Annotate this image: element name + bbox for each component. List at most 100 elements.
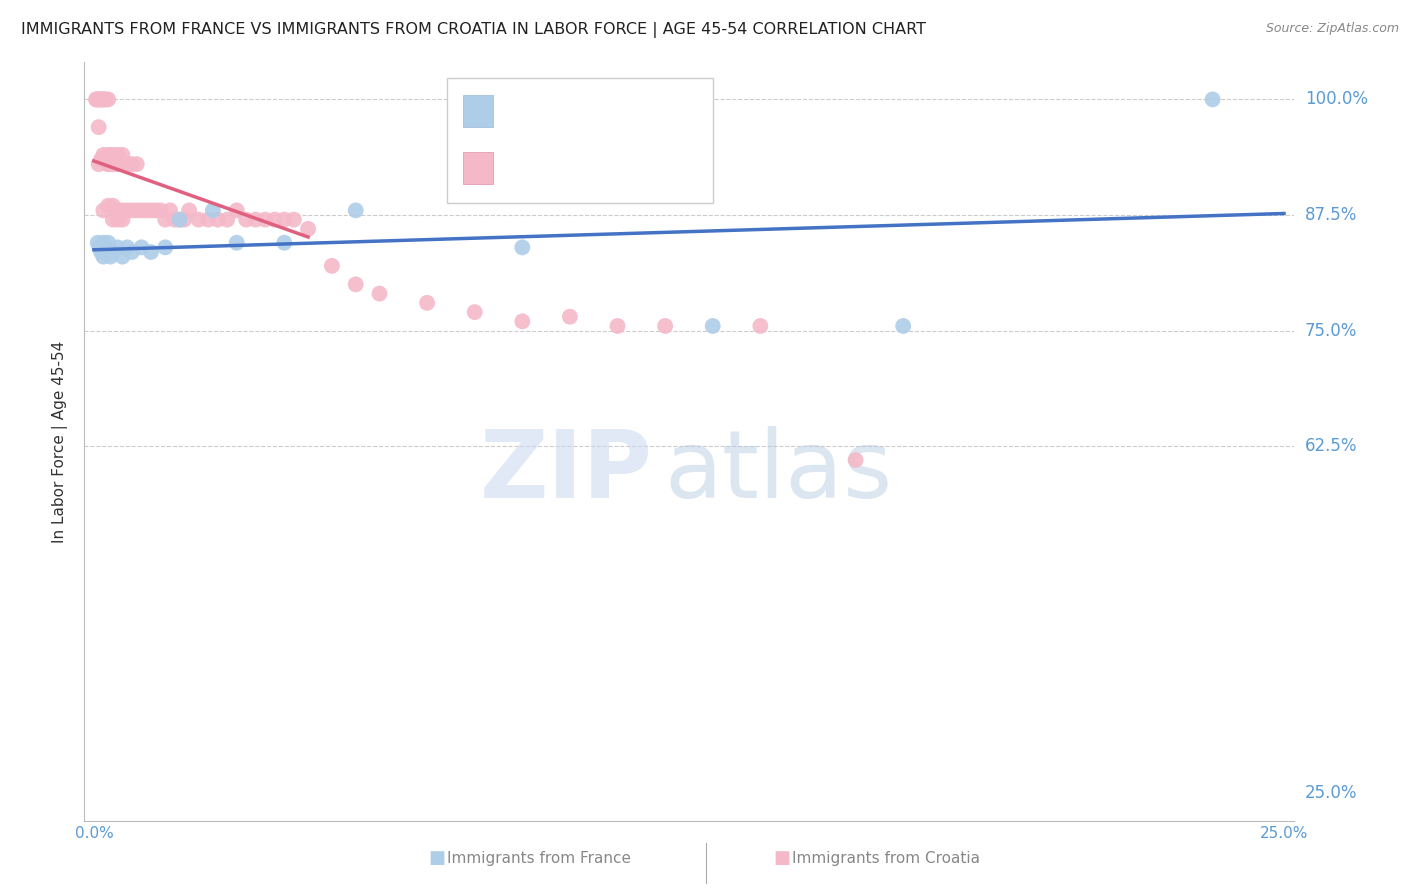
Point <box>101 157 124 171</box>
Text: R =   0.261   N = 75: R = 0.261 N = 75 <box>503 155 702 174</box>
Point <box>121 157 143 171</box>
Text: Source: ZipAtlas.com: Source: ZipAtlas.com <box>1265 22 1399 36</box>
Point <box>273 212 295 227</box>
Point <box>155 212 177 227</box>
Point <box>97 148 120 162</box>
Point <box>111 250 134 264</box>
Point <box>131 240 153 254</box>
Point <box>159 203 181 218</box>
Point <box>93 92 115 106</box>
Point <box>845 453 868 467</box>
Point <box>201 203 224 218</box>
Point <box>121 245 143 260</box>
Point <box>163 212 186 227</box>
Point <box>94 92 117 106</box>
Point <box>84 92 107 106</box>
Point <box>149 203 172 218</box>
Text: 75.0%: 75.0% <box>1305 322 1357 340</box>
Point <box>97 157 120 171</box>
Point <box>207 212 229 227</box>
Text: 62.5%: 62.5% <box>1305 437 1357 455</box>
Point <box>107 148 129 162</box>
Point <box>86 235 108 250</box>
Point <box>145 203 167 218</box>
Point <box>115 240 138 254</box>
Text: ZIP: ZIP <box>479 425 652 518</box>
Point <box>93 92 115 106</box>
FancyBboxPatch shape <box>447 78 713 202</box>
Point <box>139 245 162 260</box>
Point <box>510 240 533 254</box>
Y-axis label: In Labor Force | Age 45-54: In Labor Force | Age 45-54 <box>52 341 69 542</box>
Point <box>93 203 115 218</box>
Point <box>87 157 110 171</box>
Point <box>344 277 367 292</box>
Point <box>111 203 134 218</box>
Bar <box>463 152 494 184</box>
Point <box>90 153 112 167</box>
Point <box>173 212 195 227</box>
Point <box>297 222 319 236</box>
Point <box>90 245 112 260</box>
Point <box>89 240 111 254</box>
Point <box>131 203 153 218</box>
Point <box>1201 92 1223 106</box>
Point <box>97 92 120 106</box>
Text: 87.5%: 87.5% <box>1305 206 1357 224</box>
Point <box>558 310 581 324</box>
Point <box>101 148 124 162</box>
Point <box>891 318 914 333</box>
Point <box>169 212 191 227</box>
Point <box>702 318 724 333</box>
Point <box>111 212 134 227</box>
Text: 25.0%: 25.0% <box>1305 784 1357 802</box>
Point <box>100 148 122 162</box>
Point <box>107 212 129 227</box>
Point <box>111 148 134 162</box>
Point <box>225 203 247 218</box>
Point <box>273 235 295 250</box>
Point <box>100 250 122 264</box>
Point <box>87 92 110 106</box>
Point <box>107 240 129 254</box>
Point <box>107 157 129 171</box>
Point <box>177 203 200 218</box>
Point <box>94 153 117 167</box>
Point <box>93 148 115 162</box>
Point <box>107 203 129 218</box>
Point <box>135 203 157 218</box>
Point <box>235 212 257 227</box>
Point <box>115 203 138 218</box>
Text: ■: ■ <box>773 849 790 867</box>
Point <box>84 92 107 106</box>
Point <box>90 92 112 106</box>
Point <box>510 314 533 328</box>
Point <box>87 120 110 135</box>
Point <box>464 305 486 319</box>
Point <box>416 296 439 310</box>
Point <box>139 203 162 218</box>
Point <box>121 203 143 218</box>
Point <box>104 157 127 171</box>
Point <box>368 286 391 301</box>
Point <box>254 212 277 227</box>
Point <box>97 245 120 260</box>
Point <box>87 92 110 106</box>
Point <box>344 203 367 218</box>
Point <box>321 259 343 273</box>
Point <box>169 212 191 227</box>
Text: Immigrants from Croatia: Immigrants from Croatia <box>792 851 980 865</box>
Text: ■: ■ <box>429 849 446 867</box>
Point <box>101 212 124 227</box>
Point <box>749 318 772 333</box>
Text: R = 0.500   N = 26: R = 0.500 N = 26 <box>503 98 689 118</box>
Point <box>155 240 177 254</box>
Point <box>125 157 148 171</box>
Point <box>225 235 247 250</box>
Point <box>97 157 120 171</box>
Point <box>217 212 239 227</box>
Text: IMMIGRANTS FROM FRANCE VS IMMIGRANTS FROM CROATIA IN LABOR FORCE | AGE 45-54 COR: IMMIGRANTS FROM FRANCE VS IMMIGRANTS FRO… <box>21 22 927 38</box>
Point <box>100 157 122 171</box>
Point <box>97 235 120 250</box>
Text: atlas: atlas <box>665 425 893 518</box>
